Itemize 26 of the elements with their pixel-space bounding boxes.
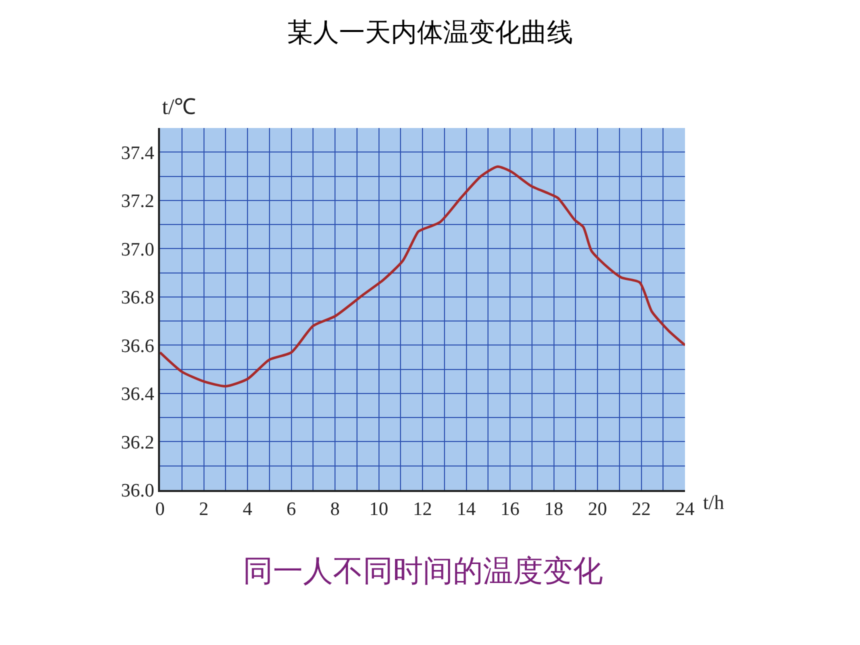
y-tick-label: 37.0	[120, 239, 154, 260]
x-tick-label: 2	[199, 498, 208, 520]
y-axis-title: t/℃	[162, 94, 196, 119]
x-tick-label: 8	[330, 498, 340, 520]
y-tick-label: 36.0	[120, 480, 154, 502]
y-tick-label: 37.2	[120, 191, 154, 212]
x-axis-title: t/h	[703, 492, 724, 514]
chart-title: 某人一天内体温变化曲线	[287, 18, 573, 48]
x-tick-label: 20	[588, 498, 607, 520]
x-tick-label: 6	[286, 498, 296, 520]
x-tick-label: 22	[632, 498, 651, 520]
x-tick-label: 4	[242, 498, 253, 520]
x-tick-label: 14	[456, 498, 476, 520]
x-tick-label: 16	[500, 498, 520, 520]
y-tick-label: 36.8	[120, 288, 154, 309]
y-tick-label: 36.6	[120, 336, 154, 357]
x-tick-label: 18	[544, 498, 564, 520]
x-tick-label: 0	[155, 498, 165, 520]
x-tick-label: 12	[413, 498, 432, 520]
y-tick-label: 36.2	[120, 432, 154, 454]
y-tick-label: 37.4	[120, 142, 155, 164]
line-series	[160, 165, 685, 388]
x-tick-label: 10	[369, 498, 388, 520]
y-tick-label: 36.4	[120, 384, 155, 406]
text: 同一人不同时间的温度变化	[243, 554, 603, 589]
x-tick-label: 24	[676, 498, 695, 520]
